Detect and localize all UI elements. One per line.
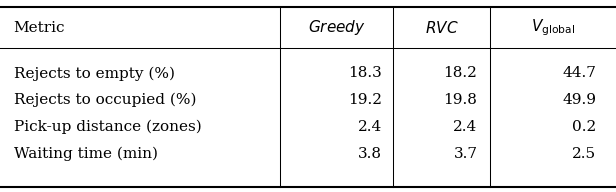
Text: 0.2: 0.2 (572, 120, 596, 134)
Text: 18.2: 18.2 (444, 66, 477, 80)
Text: 2.5: 2.5 (572, 147, 596, 161)
Text: 3.8: 3.8 (358, 147, 382, 161)
Text: 19.8: 19.8 (444, 93, 477, 107)
Text: 19.2: 19.2 (348, 93, 382, 107)
Text: 2.4: 2.4 (453, 120, 477, 134)
Text: Pick-up distance (zones): Pick-up distance (zones) (14, 120, 201, 134)
Text: 44.7: 44.7 (562, 66, 596, 80)
Text: 3.7: 3.7 (453, 147, 477, 161)
Text: Metric: Metric (14, 21, 65, 35)
Text: 2.4: 2.4 (358, 120, 382, 134)
Text: $\mathit{Greedy}$: $\mathit{Greedy}$ (308, 18, 365, 37)
Text: 49.9: 49.9 (562, 93, 596, 107)
Text: $V_{\mathrm{global}}$: $V_{\mathrm{global}}$ (531, 17, 575, 38)
Text: Rejects to occupied (%): Rejects to occupied (%) (14, 93, 196, 107)
Text: 18.3: 18.3 (348, 66, 382, 80)
Text: $\mathit{RVC}$: $\mathit{RVC}$ (424, 20, 458, 36)
Text: Rejects to empty (%): Rejects to empty (%) (14, 66, 174, 80)
Text: Waiting time (min): Waiting time (min) (14, 147, 158, 161)
